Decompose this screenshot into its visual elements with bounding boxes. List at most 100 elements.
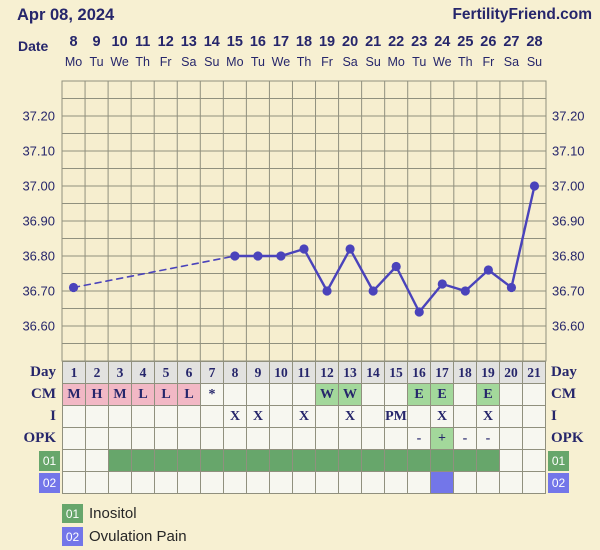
opk-cell[interactable]: [316, 428, 339, 450]
i-cell[interactable]: X: [293, 406, 316, 428]
01-cell[interactable]: [316, 450, 339, 472]
02-cell[interactable]: [224, 472, 247, 494]
date-column[interactable]: 20 Sa: [339, 32, 362, 72]
temp-dot[interactable]: [253, 251, 263, 261]
02-cell[interactable]: [270, 472, 293, 494]
opk-cell[interactable]: [500, 428, 523, 450]
date-column[interactable]: 16 Tu: [246, 32, 269, 72]
i-cell[interactable]: [270, 406, 293, 428]
opk-cell[interactable]: [109, 428, 132, 450]
day-number-cell[interactable]: 7: [201, 362, 224, 384]
01-cell[interactable]: [270, 450, 293, 472]
01-cell[interactable]: [408, 450, 431, 472]
cm-cell[interactable]: [385, 384, 408, 406]
temp-dot[interactable]: [322, 286, 332, 296]
02-cell[interactable]: [86, 472, 109, 494]
i-cell[interactable]: [155, 406, 178, 428]
temp-dot[interactable]: [391, 261, 401, 272]
temp-dot[interactable]: [68, 282, 79, 293]
day-number-cell[interactable]: 9: [247, 362, 270, 384]
02-cell[interactable]: [63, 472, 86, 494]
02-cell[interactable]: [362, 472, 385, 494]
01-cell[interactable]: [339, 450, 362, 472]
temp-dot[interactable]: [483, 265, 493, 275]
day-number-cell[interactable]: 12: [316, 362, 339, 384]
02-cell[interactable]: [132, 472, 155, 494]
i-cell[interactable]: X: [477, 406, 500, 428]
opk-cell[interactable]: -: [454, 428, 477, 450]
opk-cell[interactable]: [523, 428, 546, 450]
02-cell[interactable]: [316, 472, 339, 494]
cm-cell[interactable]: [454, 384, 477, 406]
i-cell[interactable]: X: [339, 406, 362, 428]
01-cell[interactable]: [63, 450, 86, 472]
opk-cell[interactable]: [339, 428, 362, 450]
01-cell[interactable]: [385, 450, 408, 472]
02-cell[interactable]: [408, 472, 431, 494]
02-cell[interactable]: [500, 472, 523, 494]
cm-cell[interactable]: L: [132, 384, 155, 406]
i-cell[interactable]: [63, 406, 86, 428]
day-number-cell[interactable]: 18: [454, 362, 477, 384]
i-cell[interactable]: [132, 406, 155, 428]
cm-cell[interactable]: L: [178, 384, 201, 406]
01-cell[interactable]: [201, 450, 224, 472]
opk-cell[interactable]: [385, 428, 408, 450]
day-number-cell[interactable]: 17: [431, 362, 454, 384]
i-cell[interactable]: X: [247, 406, 270, 428]
i-cell[interactable]: [86, 406, 109, 428]
02-cell[interactable]: [293, 472, 316, 494]
date-column[interactable]: 18 Th: [292, 32, 315, 72]
02-cell[interactable]: [339, 472, 362, 494]
cm-cell[interactable]: [224, 384, 247, 406]
temp-dot[interactable]: [414, 307, 424, 317]
temp-dot[interactable]: [299, 244, 309, 254]
site-logo-link[interactable]: FertilityFriend.com: [452, 6, 592, 23]
opk-cell[interactable]: [247, 428, 270, 450]
i-cell[interactable]: X: [431, 406, 454, 428]
i-cell[interactable]: [523, 406, 546, 428]
date-column[interactable]: 11 Th: [131, 32, 154, 72]
day-number-cell[interactable]: 3: [109, 362, 132, 384]
temp-dot[interactable]: [230, 251, 240, 261]
cm-cell[interactable]: H: [86, 384, 109, 406]
02-cell[interactable]: [477, 472, 500, 494]
date-column[interactable]: 19 Fr: [316, 32, 339, 72]
01-cell[interactable]: [523, 450, 546, 472]
date-column[interactable]: 8 Mo: [62, 32, 85, 72]
date-column[interactable]: 13 Sa: [177, 32, 200, 72]
01-cell[interactable]: [178, 450, 201, 472]
01-cell[interactable]: [155, 450, 178, 472]
02-cell[interactable]: [385, 472, 408, 494]
cm-cell[interactable]: [362, 384, 385, 406]
date-column[interactable]: 10 We: [108, 32, 131, 72]
date-column[interactable]: 28 Su: [523, 32, 546, 72]
day-number-cell[interactable]: 10: [270, 362, 293, 384]
temp-dot[interactable]: [368, 286, 378, 296]
01-cell[interactable]: [477, 450, 500, 472]
01-cell[interactable]: [454, 450, 477, 472]
day-number-cell[interactable]: 13: [339, 362, 362, 384]
cm-cell[interactable]: L: [155, 384, 178, 406]
01-cell[interactable]: [293, 450, 316, 472]
temp-dot[interactable]: [460, 286, 470, 296]
02-cell[interactable]: [454, 472, 477, 494]
01-cell[interactable]: [224, 450, 247, 472]
temp-dot[interactable]: [437, 279, 447, 289]
01-cell[interactable]: [86, 450, 109, 472]
day-number-cell[interactable]: 16: [408, 362, 431, 384]
02-cell[interactable]: [523, 472, 546, 494]
temp-dot[interactable]: [529, 181, 540, 191]
02-cell[interactable]: [178, 472, 201, 494]
i-cell[interactable]: [408, 406, 431, 428]
opk-cell[interactable]: +: [431, 428, 454, 450]
i-cell[interactable]: PM: [385, 406, 408, 428]
date-column[interactable]: 23 Tu: [408, 32, 431, 72]
day-number-cell[interactable]: 19: [477, 362, 500, 384]
day-number-cell[interactable]: 14: [362, 362, 385, 384]
02-cell[interactable]: [201, 472, 224, 494]
day-number-cell[interactable]: 4: [132, 362, 155, 384]
opk-cell[interactable]: -: [477, 428, 500, 450]
temp-dot[interactable]: [345, 244, 355, 254]
01-cell[interactable]: [132, 450, 155, 472]
